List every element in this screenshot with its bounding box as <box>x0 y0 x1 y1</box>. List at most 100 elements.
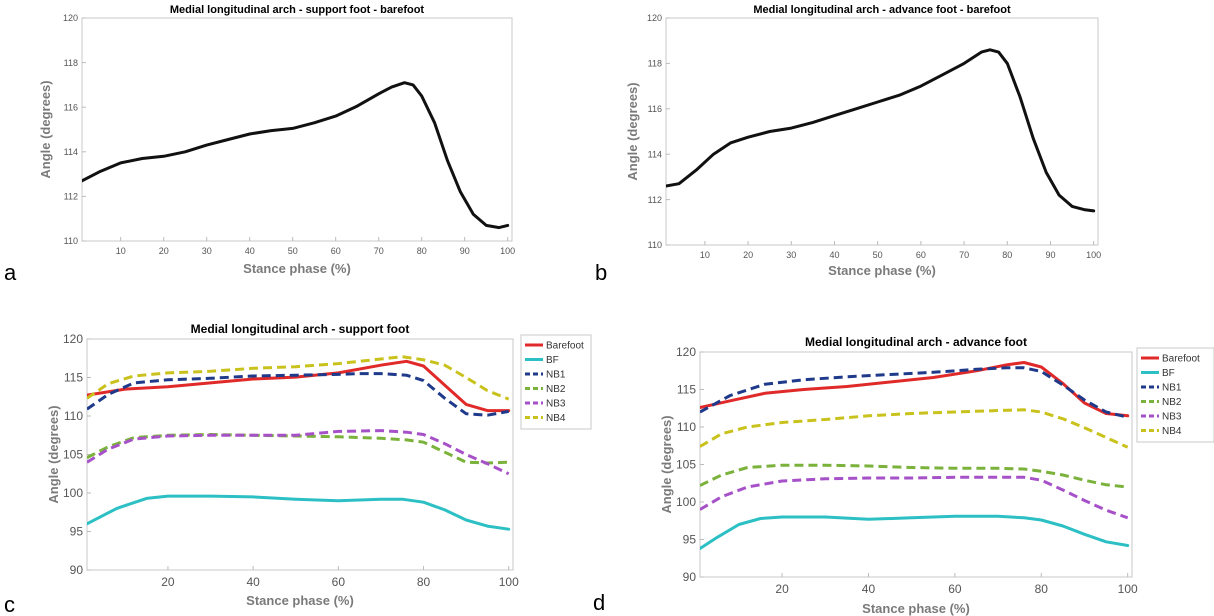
x-tick-label: 100 <box>500 246 515 256</box>
chart-panel-d: 90 95 100 105 110 115 120 20 40 60 80 100 Medial lon… <box>593 335 1214 616</box>
legend-label: Barefoot <box>1162 354 1200 365</box>
y-tick-label: 110 <box>677 420 696 434</box>
legend-label: NB4 <box>1162 426 1182 437</box>
chart-title: Medial longitudinal arch - advance foot … <box>753 4 1011 16</box>
y-tick-label: 120 <box>676 345 696 359</box>
y-tick-label: 90 <box>70 563 84 577</box>
y-tick-label: 100 <box>676 495 696 509</box>
x-tick-label: 70 <box>374 246 384 256</box>
plot-area-frame <box>665 17 1099 246</box>
y-tick-label: 100 <box>63 486 83 500</box>
y-axis-label: Angle (degrees) <box>38 80 53 178</box>
series-line-nb4 <box>700 408 1129 449</box>
y-axis-label: Angle (degrees) <box>46 405 61 503</box>
y-axis-label: Angle (degrees) <box>625 82 640 180</box>
y-tick-label: 90 <box>683 570 697 584</box>
legend-label: NB2 <box>546 384 566 395</box>
legend: Barefoot BF NB1 NB2 NB3 NB4 <box>520 334 592 430</box>
x-tick-label: 50 <box>873 250 883 260</box>
x-axis-label: Stance phase (%) <box>828 263 936 278</box>
y-tick-label: 118 <box>64 58 78 68</box>
x-tick-label: 80 <box>1035 582 1049 596</box>
x-tick-label: 80 <box>1002 250 1012 260</box>
panel-label: a <box>4 260 17 285</box>
x-tick-label: 40 <box>245 246 255 256</box>
series-line-nb1 <box>87 372 509 417</box>
x-tick-label: 20 <box>775 582 789 596</box>
y-tick-label: 112 <box>648 195 662 205</box>
x-tick-label: 20 <box>743 250 753 260</box>
y-tick-label: 105 <box>676 458 696 472</box>
y-tick-label: 114 <box>64 147 78 157</box>
chart-panel-b: 110 112 114 116 118 120 10 20 30 40 50 60 70 80 90 100 M… <box>595 4 1101 285</box>
x-axis-label: Stance phase (%) <box>243 261 351 276</box>
y-tick-label: 95 <box>683 533 697 547</box>
legend-label: NB1 <box>1162 383 1182 394</box>
x-axis-label: Stance phase (%) <box>862 601 970 616</box>
x-tick-label: 10 <box>116 246 126 256</box>
x-tick-label: 60 <box>948 582 962 596</box>
x-tick-label: 60 <box>332 575 346 589</box>
series-line-nb2 <box>700 463 1128 489</box>
x-tick-label: 40 <box>829 250 839 260</box>
y-tick-label: 118 <box>648 59 662 69</box>
series-line-nb3 <box>87 429 510 476</box>
legend-label: BF <box>546 355 559 366</box>
series-line-nb3 <box>700 475 1129 520</box>
series-line-bf <box>700 514 1130 550</box>
x-tick-label: 100 <box>1118 582 1138 596</box>
legend-box <box>520 334 592 430</box>
chart-title: Medial longitudinal arch - support foot <box>191 322 410 336</box>
series-line-nb1 <box>700 366 1129 419</box>
legend-label: Barefoot <box>546 341 584 352</box>
chart-panel-c: 90 95 100 105 110 115 120 20 40 60 80 100 Medial lon… <box>4 322 592 616</box>
legend-label: NB3 <box>546 399 566 410</box>
panel-label: d <box>593 590 605 615</box>
y-tick-label: 115 <box>677 383 696 397</box>
x-tick-label: 20 <box>159 246 169 256</box>
chart-title: Medial longitudinal arch - support foot … <box>170 4 425 16</box>
x-tick-label: 90 <box>1045 250 1055 260</box>
series-line-barefoot-curve <box>666 48 1096 213</box>
y-tick-label: 105 <box>63 448 83 462</box>
series-line-bf <box>87 494 511 531</box>
panel-label: b <box>595 260 607 285</box>
y-axis-label: Angle (degrees) <box>659 415 674 513</box>
x-tick-label: 50 <box>288 246 298 256</box>
chart-title: Medial longitudinal arch - advance foot <box>805 335 1027 349</box>
y-tick-label: 120 <box>647 13 662 23</box>
y-tick-label: 120 <box>63 13 78 23</box>
legend: Barefoot BF NB1 NB2 NB3 NB4 <box>1136 347 1214 443</box>
x-tick-label: 70 <box>959 250 969 260</box>
legend-box <box>1136 347 1214 443</box>
y-tick-label: 110 <box>64 409 83 423</box>
chart-panel-a: 110 112 114 116 118 120 10 20 30 40 50 60 70 80 90 100 M… <box>4 4 515 285</box>
x-tick-label: 60 <box>916 250 926 260</box>
x-tick-label: 80 <box>417 246 427 256</box>
legend-label: NB3 <box>1162 412 1182 423</box>
y-tick-label: 115 <box>64 371 83 385</box>
y-tick-label: 116 <box>648 104 662 114</box>
y-tick-label: 112 <box>64 192 78 202</box>
x-tick-label: 40 <box>246 575 260 589</box>
plot-area-frame <box>81 17 513 242</box>
x-tick-label: 20 <box>161 575 175 589</box>
x-tick-label: 30 <box>202 246 212 256</box>
legend-label: NB2 <box>1162 397 1182 408</box>
x-tick-label: 100 <box>1086 250 1101 260</box>
y-tick-label: 110 <box>64 236 78 246</box>
series-line-nb4 <box>87 355 510 401</box>
y-tick-label: 116 <box>64 102 78 112</box>
x-tick-label: 60 <box>331 246 341 256</box>
legend-label: NB4 <box>546 413 566 424</box>
series-line-barefoot <box>700 361 1130 418</box>
legend-label: NB1 <box>546 370 566 381</box>
x-tick-label: 100 <box>499 575 519 589</box>
x-tick-label: 40 <box>862 582 876 596</box>
y-tick-label: 95 <box>70 525 84 539</box>
panel-label: c <box>4 592 15 616</box>
x-tick-label: 90 <box>460 246 470 256</box>
y-tick-label: 114 <box>648 149 662 159</box>
x-tick-label: 30 <box>786 250 796 260</box>
y-tick-label: 110 <box>648 240 662 250</box>
